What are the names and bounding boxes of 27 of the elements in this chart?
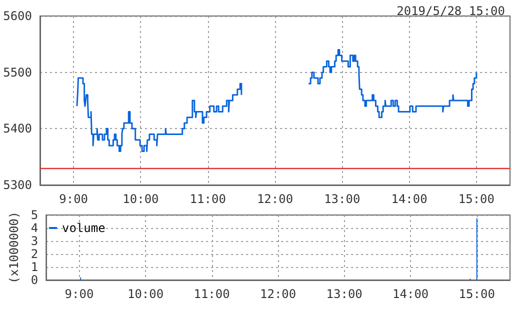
x-tick-label: 11:00 <box>194 287 230 301</box>
y-tick-label: 5 <box>30 208 38 222</box>
x-tick-label: 14:00 <box>392 287 429 301</box>
y-tick-label: 0 <box>30 273 38 287</box>
x-tick-label: 15:00 <box>458 287 495 301</box>
x-tick-label: 12:00 <box>260 287 296 301</box>
y-tick-label: 2 <box>30 247 38 261</box>
x-tick-label: 13:00 <box>324 192 360 206</box>
x-tick-label: 9:00 <box>59 192 88 206</box>
chart-title: 2019/5/28 15:00 <box>396 4 506 18</box>
x-tick-label: 11:00 <box>190 192 226 206</box>
y-tick-label: 5300 <box>3 178 32 192</box>
y-tick-label: 1 <box>30 260 38 274</box>
x-tick-label: 10:00 <box>122 192 159 206</box>
x-tick-label: 12:00 <box>256 192 294 206</box>
y-tick-label: 4 <box>30 221 38 235</box>
y-axis-title: (x1000000) <box>7 211 21 284</box>
x-tick-label: 15:00 <box>458 192 494 206</box>
x-tick-label: 10:00 <box>127 287 164 301</box>
legend-label: volume <box>62 221 106 235</box>
x-tick-label: 13:00 <box>326 287 362 301</box>
x-tick-label: 9:00 <box>64 287 94 301</box>
y-tick-label: 5400 <box>3 122 32 136</box>
y-tick-label: 3 <box>30 234 38 248</box>
x-tick-label: 14:00 <box>391 192 428 206</box>
y-tick-label: 5600 <box>3 9 32 23</box>
y-tick-label: 5500 <box>3 65 32 80</box>
